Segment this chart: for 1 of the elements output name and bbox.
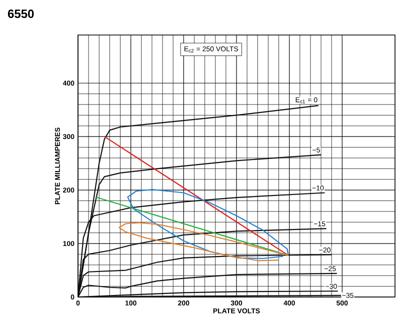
chart-title: 6550	[8, 10, 34, 18]
